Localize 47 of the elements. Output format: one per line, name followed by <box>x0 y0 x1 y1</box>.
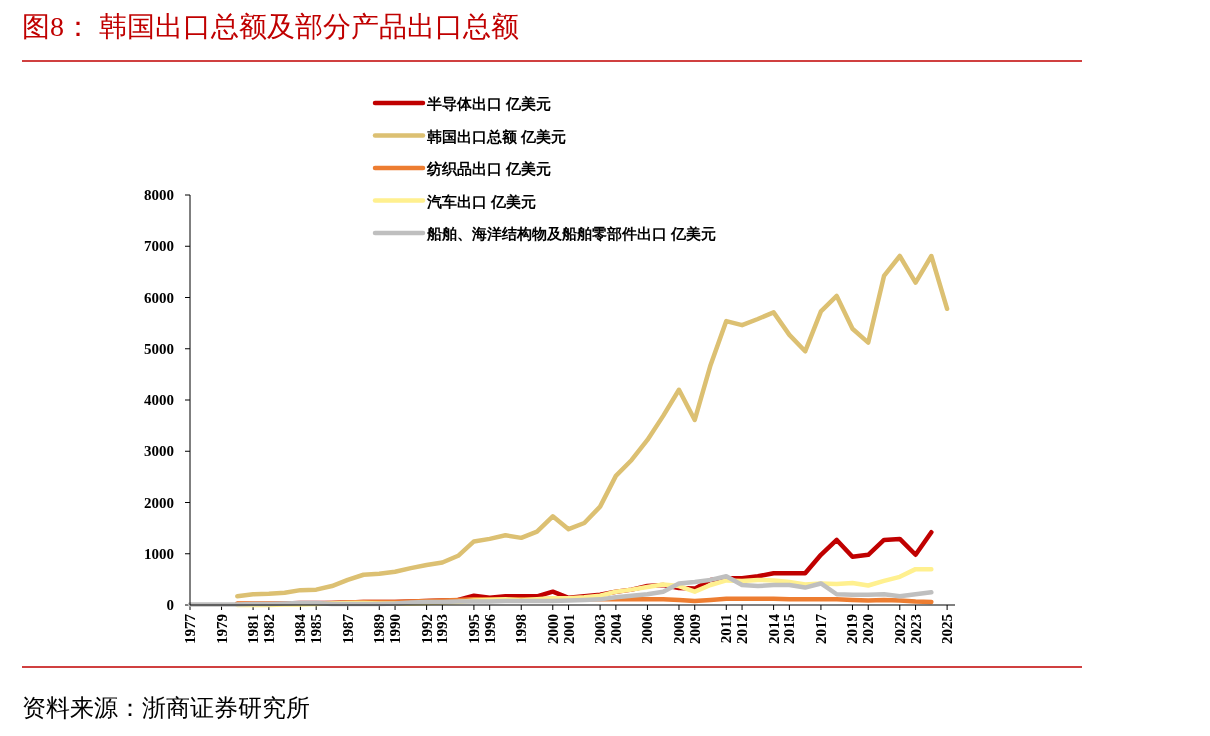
x-tick-label: 1990 <box>387 614 404 644</box>
legend-label: 纺织品出口 亿美元 <box>426 160 551 177</box>
x-tick-label: 2015 <box>781 614 798 644</box>
x-tick-label: 2011 <box>718 614 735 644</box>
x-tick-label: 2006 <box>639 613 656 644</box>
chart-title: 图8： 韩国出口总额及部分产品出口总额 <box>22 11 519 42</box>
x-tick-label: 1979 <box>213 614 230 644</box>
y-tick-label: 5000 <box>144 340 174 357</box>
y-tick-label: 2000 <box>144 494 174 511</box>
legend-label: 船舶、海洋结构物及船舶零部件出口 亿美元 <box>426 225 716 242</box>
y-tick-label: 0 <box>166 597 174 613</box>
x-tick-label: 2025 <box>939 614 956 644</box>
x-tick-label: 1981 <box>245 614 262 644</box>
y-tick-label: 4000 <box>144 392 174 408</box>
x-tick-label: 2017 <box>812 613 829 644</box>
x-tick-label: 1987 <box>339 613 356 644</box>
x-tick-label: 1985 <box>308 614 325 644</box>
x-tick-label: 1989 <box>371 614 388 644</box>
y-tick-label: 1000 <box>144 545 174 562</box>
x-tick-label: 2012 <box>734 614 751 644</box>
x-tick-label: 1993 <box>434 614 451 644</box>
y-tick-label: 6000 <box>144 289 174 306</box>
x-tick-label: 2020 <box>860 614 877 644</box>
x-tick-label: 1984 <box>292 613 309 644</box>
x-tick-label: 2003 <box>592 614 609 644</box>
x-tick-label: 2023 <box>907 614 924 644</box>
y-tick-label: 8000 <box>144 187 174 203</box>
x-tick-label: 2001 <box>560 614 577 644</box>
x-tick-label: 2014 <box>765 613 782 644</box>
x-tick-label: 1977 <box>182 613 198 644</box>
x-tick-label: 2004 <box>607 613 624 644</box>
text: 资料来源：浙商证券研究所 <box>22 695 310 721</box>
x-tick-label: 1998 <box>513 614 530 644</box>
x-tick-label: 2019 <box>844 614 861 644</box>
legend-label: 韩国出口总额 亿美元 <box>426 127 566 145</box>
x-tick-label: 1982 <box>260 614 277 644</box>
y-tick-label: 7000 <box>144 238 174 255</box>
x-tick-label: 1992 <box>418 614 435 644</box>
x-tick-label: 2008 <box>670 614 687 644</box>
x-tick-label: 2022 <box>891 614 908 644</box>
legend-label: 汽车出口 亿美元 <box>426 192 536 210</box>
x-tick-label: 1996 <box>481 613 498 644</box>
legend-label: 半导体出口 亿美元 <box>426 95 551 112</box>
y-tick-label: 3000 <box>144 443 174 460</box>
x-tick-label: 2000 <box>544 614 561 644</box>
x-tick-label: 1995 <box>465 614 482 644</box>
x-tick-label: 2009 <box>686 614 703 644</box>
